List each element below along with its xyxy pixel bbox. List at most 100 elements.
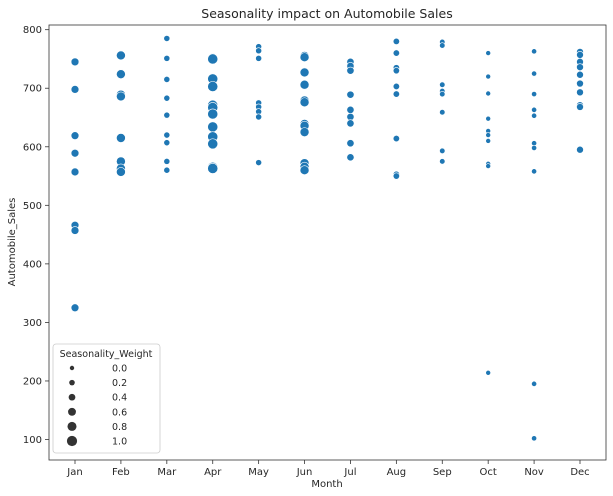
x-tick-label: Jun	[296, 467, 313, 478]
data-point	[299, 97, 310, 108]
data-point	[439, 42, 446, 49]
data-point	[531, 380, 538, 387]
x-tick-label: Nov	[524, 467, 544, 478]
data-point	[163, 111, 171, 119]
data-point	[207, 163, 219, 174]
data-point	[299, 67, 310, 78]
data-point	[346, 90, 355, 99]
legend-label: 0.8	[112, 422, 127, 433]
data-point	[576, 88, 584, 97]
data-point	[255, 113, 263, 121]
data-point	[70, 303, 80, 313]
data-point	[531, 106, 538, 113]
legend-marker	[66, 435, 78, 447]
data-point	[70, 167, 80, 177]
data-point	[485, 73, 491, 80]
y-axis-label: Automobile_Sales	[7, 198, 18, 287]
legend-label: 1.0	[112, 437, 127, 448]
data-point	[392, 82, 400, 90]
data-point	[576, 51, 584, 59]
y-tick-label: 200	[23, 376, 42, 387]
data-point	[163, 76, 171, 83]
x-tick-label: Mar	[157, 467, 177, 478]
data-point	[392, 90, 400, 98]
x-tick-label: Jul	[343, 467, 356, 478]
data-point	[70, 131, 80, 140]
data-point	[70, 148, 80, 158]
y-tick-label: 100	[23, 435, 42, 446]
x-tick-label: Apr	[204, 467, 222, 478]
data-point	[163, 131, 171, 139]
data-point	[207, 121, 219, 133]
data-point	[392, 49, 400, 57]
legend-label: 0.0	[112, 364, 127, 375]
data-point	[207, 108, 219, 120]
data-point	[439, 91, 446, 98]
data-point	[116, 91, 126, 102]
legend: Seasonality_Weight 0.0 0.2 0.4 0.6 0.8 1.0	[52, 343, 161, 454]
data-point	[576, 103, 584, 111]
data-point	[207, 53, 219, 65]
y-tick-label: 400	[23, 259, 42, 270]
y-tick-label: 800	[23, 25, 42, 36]
x-tick-label: Oct	[480, 467, 497, 478]
data-point	[70, 85, 80, 94]
y-tick-label: 700	[23, 84, 42, 95]
data-point	[116, 50, 126, 61]
legend-marker	[69, 365, 75, 371]
data-point	[163, 139, 171, 147]
data-point	[207, 81, 219, 92]
data-point	[576, 145, 584, 154]
data-point	[485, 90, 491, 97]
legend-label: 0.4	[112, 393, 127, 404]
data-point	[439, 147, 446, 154]
data-point	[531, 70, 538, 77]
y-tick-label: 600	[23, 142, 42, 153]
x-tick-label: Jan	[66, 467, 82, 478]
legend-marker	[67, 421, 77, 431]
data-point	[299, 52, 310, 63]
data-point	[346, 153, 355, 162]
data-point	[163, 158, 171, 165]
legend-title: Seasonality_Weight	[60, 349, 153, 360]
legend-box	[52, 343, 161, 454]
data-point	[255, 47, 263, 55]
data-point	[485, 132, 491, 138]
data-point	[163, 55, 171, 62]
data-point	[70, 226, 80, 235]
data-point	[531, 48, 538, 55]
x-tick-label: Feb	[112, 467, 130, 478]
data-point	[163, 35, 171, 42]
legend-label: 0.6	[112, 407, 127, 418]
data-point	[346, 119, 355, 128]
data-points	[70, 35, 584, 442]
y-axis: 100 200 300 400 500 600 700 800	[23, 25, 49, 446]
data-point	[346, 105, 355, 114]
data-point	[392, 135, 400, 143]
data-point	[439, 158, 446, 165]
data-point	[392, 172, 400, 180]
data-point	[531, 145, 538, 151]
data-point	[346, 66, 355, 75]
chart-title: Seasonality impact on Automobile Sales	[201, 6, 452, 21]
x-tick-label: Aug	[387, 467, 407, 478]
data-point	[163, 166, 171, 174]
data-point	[116, 133, 126, 143]
data-point	[485, 115, 491, 122]
data-point	[116, 69, 126, 79]
legend-marker	[69, 379, 75, 386]
data-point	[439, 81, 446, 88]
data-point	[531, 168, 538, 175]
x-axis-label: Month	[311, 479, 342, 490]
data-point	[531, 112, 538, 119]
data-point	[207, 138, 219, 150]
data-point	[299, 79, 310, 90]
data-point	[392, 37, 400, 45]
data-point	[576, 70, 584, 79]
data-point	[531, 91, 538, 98]
data-point	[439, 109, 446, 116]
data-point	[346, 139, 355, 148]
data-point	[163, 94, 171, 102]
data-point	[299, 127, 310, 137]
